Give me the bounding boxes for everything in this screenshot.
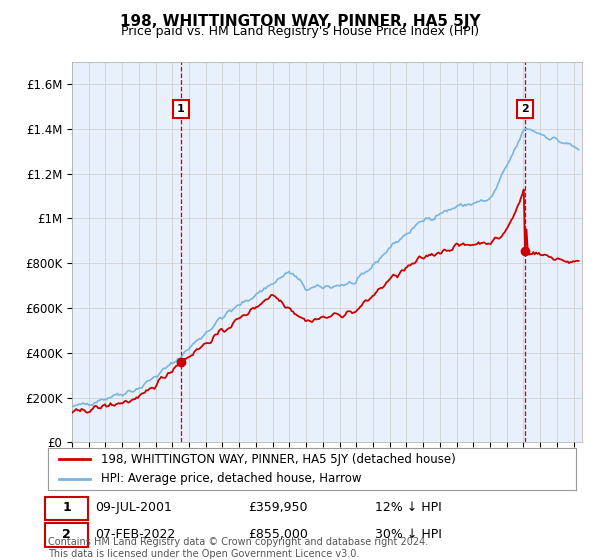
Text: 12% ↓ HPI: 12% ↓ HPI [376, 501, 442, 514]
Text: £359,950: £359,950 [248, 501, 308, 514]
Text: 2: 2 [62, 528, 71, 541]
Text: Price paid vs. HM Land Registry's House Price Index (HPI): Price paid vs. HM Land Registry's House … [121, 25, 479, 38]
Text: HPI: Average price, detached house, Harrow: HPI: Average price, detached house, Harr… [101, 472, 361, 485]
Text: 09-JUL-2001: 09-JUL-2001 [95, 501, 172, 514]
Text: 1: 1 [62, 501, 71, 514]
FancyBboxPatch shape [46, 497, 88, 520]
Text: 30% ↓ HPI: 30% ↓ HPI [376, 528, 442, 541]
Text: Contains HM Land Registry data © Crown copyright and database right 2024.
This d: Contains HM Land Registry data © Crown c… [48, 537, 428, 559]
Text: 1: 1 [177, 104, 185, 114]
Text: 07-FEB-2022: 07-FEB-2022 [95, 528, 176, 541]
Text: 198, WHITTINGTON WAY, PINNER, HA5 5JY: 198, WHITTINGTON WAY, PINNER, HA5 5JY [119, 14, 481, 29]
Text: £855,000: £855,000 [248, 528, 308, 541]
Text: 2: 2 [521, 104, 529, 114]
Text: 198, WHITTINGTON WAY, PINNER, HA5 5JY (detached house): 198, WHITTINGTON WAY, PINNER, HA5 5JY (d… [101, 453, 455, 466]
FancyBboxPatch shape [46, 523, 88, 547]
